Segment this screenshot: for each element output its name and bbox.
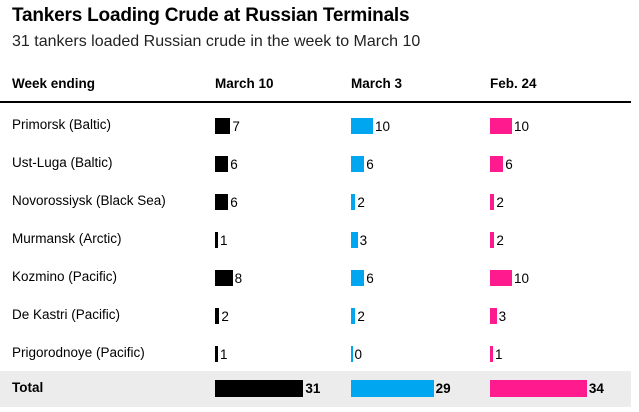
value-label-feb-24: 3 bbox=[498, 309, 507, 324]
terminal-label: Primorsk (Baltic) bbox=[12, 117, 112, 132]
bar-march-3 bbox=[351, 232, 358, 248]
bar-march-3 bbox=[351, 156, 365, 172]
value-label-march-10: 2 bbox=[221, 309, 229, 324]
table-row-ust-luga-baltic: Ust-Luga (Baltic) 6 6 6 bbox=[0, 144, 631, 182]
table-row-prigorodnoye-pacific: Prigorodnoye (Pacific) 1 0 1 bbox=[0, 334, 631, 372]
bar-march-3 bbox=[351, 118, 373, 134]
bar-feb-24 bbox=[490, 308, 497, 324]
value-label-march-10: 31 bbox=[305, 381, 321, 396]
value-label-feb-24: 10 bbox=[514, 271, 530, 286]
value-label-march-10: 6 bbox=[230, 195, 238, 210]
value-label-feb-24: 2 bbox=[496, 233, 504, 248]
value-label-march-3: 10 bbox=[375, 119, 391, 134]
value-label-march-3: 2 bbox=[357, 309, 365, 324]
total-label: Total bbox=[12, 380, 44, 395]
terminal-label: De Kastri (Pacific) bbox=[12, 307, 121, 322]
table-row-primorsk-baltic: Primorsk (Baltic) 7 10 10 bbox=[0, 106, 631, 144]
total-row: Total 31 29 34 bbox=[0, 371, 631, 407]
value-label-march-3: 0 bbox=[354, 347, 363, 362]
value-label-feb-24: 1 bbox=[495, 347, 503, 362]
bar-feb-24 bbox=[490, 194, 495, 210]
value-label-march-10: 6 bbox=[230, 157, 238, 172]
bar-feb-24 bbox=[490, 118, 512, 134]
value-label-feb-24: 10 bbox=[514, 119, 530, 134]
bar-march-3 bbox=[351, 308, 356, 324]
bar-march-10 bbox=[215, 346, 218, 362]
table-row-novorossiysk-black-sea: Novorossiysk (Black Sea) 6 2 2 bbox=[0, 182, 631, 220]
header-week-march-10: March 10 bbox=[215, 76, 274, 91]
bar-march-10 bbox=[215, 232, 218, 248]
table-row-murmansk-arctic: Murmansk (Arctic) 1 3 2 bbox=[0, 220, 631, 258]
value-label-march-10: 1 bbox=[220, 347, 228, 362]
terminal-label: Novorossiysk (Black Sea) bbox=[12, 193, 166, 208]
bar-march-10 bbox=[215, 194, 229, 210]
table-header: Week ending March 10 March 3 Feb. 24 bbox=[0, 66, 631, 103]
header-week-march-3: March 3 bbox=[351, 76, 403, 91]
terminal-label: Murmansk (Arctic) bbox=[12, 231, 122, 246]
table-row-de-kastri-pacific: De Kastri (Pacific) 2 2 3 bbox=[0, 296, 631, 334]
value-label-march-10: 8 bbox=[234, 271, 243, 286]
bar-march-3 bbox=[351, 270, 365, 286]
value-label-march-10: 7 bbox=[232, 119, 240, 134]
terminal-label: Prigorodnoye (Pacific) bbox=[12, 345, 145, 360]
terminal-label: Kozmino (Pacific) bbox=[12, 269, 118, 284]
bar-march-3 bbox=[351, 380, 434, 397]
bar-march-10 bbox=[215, 118, 231, 134]
chart-subtitle: 31 tankers loaded Russian crude in the w… bbox=[12, 33, 421, 50]
bar-feb-24 bbox=[490, 232, 495, 248]
bar-feb-24 bbox=[490, 270, 512, 286]
bar-march-10 bbox=[215, 380, 304, 397]
value-label-march-3: 6 bbox=[366, 157, 374, 172]
bar-feb-24 bbox=[490, 346, 493, 362]
bar-march-10 bbox=[215, 156, 229, 172]
header-label-column: Week ending bbox=[12, 76, 96, 91]
header-week-feb-24: Feb. 24 bbox=[490, 76, 537, 91]
value-label-march-3: 29 bbox=[435, 381, 451, 396]
table-row-kozmino-pacific: Kozmino (Pacific) 8 6 10 bbox=[0, 258, 631, 296]
value-label-march-3: 6 bbox=[366, 271, 374, 286]
bar-march-10 bbox=[215, 308, 220, 324]
value-label-feb-24: 6 bbox=[505, 157, 513, 172]
value-label-march-10: 1 bbox=[220, 233, 228, 248]
value-label-march-3: 2 bbox=[357, 195, 365, 210]
bar-march-10 bbox=[215, 270, 233, 286]
chart-title: Tankers Loading Crude at Russian Termina… bbox=[12, 5, 410, 26]
bar-march-3 bbox=[351, 346, 353, 362]
bar-feb-24 bbox=[490, 380, 587, 397]
value-label-march-3: 3 bbox=[359, 233, 368, 248]
bar-march-3 bbox=[351, 194, 356, 210]
value-label-feb-24: 34 bbox=[588, 381, 604, 396]
bar-feb-24 bbox=[490, 156, 504, 172]
value-label-feb-24: 2 bbox=[496, 195, 504, 210]
terminal-label: Ust-Luga (Baltic) bbox=[12, 155, 113, 170]
